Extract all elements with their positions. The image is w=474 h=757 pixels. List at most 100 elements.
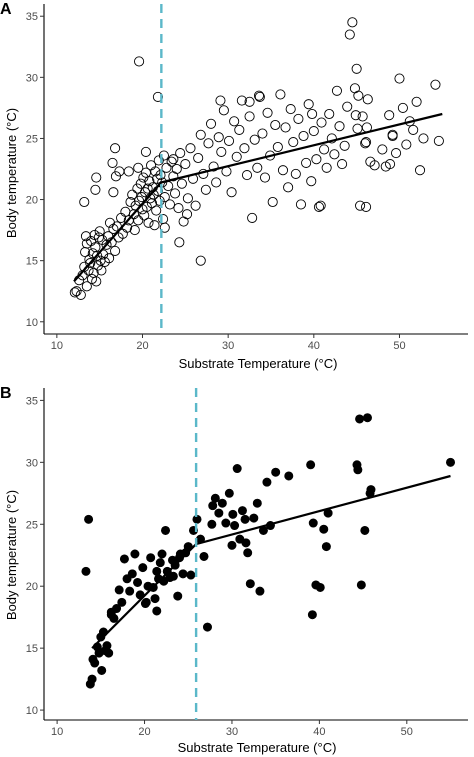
panel-a-x-axis-title: Substrate Temperature (°C) bbox=[179, 356, 338, 371]
panel-a-data-point bbox=[411, 96, 422, 107]
panel-a-data-point bbox=[239, 143, 250, 154]
panel-a-data-point bbox=[142, 183, 153, 194]
panel-a-x-tick-label: 50 bbox=[393, 340, 405, 352]
panel-a-data-point bbox=[362, 94, 373, 105]
panel-b-data-point bbox=[155, 558, 165, 568]
panel-a-data-point bbox=[138, 172, 149, 183]
panel-a-data-point bbox=[90, 242, 101, 253]
panel-a-data-point bbox=[236, 95, 247, 106]
panel-a-data-point bbox=[254, 91, 265, 102]
panel-a-y-tick-label: 25 bbox=[26, 133, 38, 145]
panel-a-data-point bbox=[414, 165, 426, 176]
panel-a-data-point bbox=[418, 133, 429, 144]
panel-a-data-point bbox=[96, 265, 107, 276]
panel-a-data-point bbox=[430, 79, 441, 90]
panel-a-data-point bbox=[205, 118, 217, 129]
panel-a-data-point bbox=[159, 222, 170, 233]
panel-a-data-point bbox=[164, 199, 175, 210]
panel-a-data-point bbox=[108, 187, 119, 198]
panel-a-data-point bbox=[401, 139, 412, 150]
panel-b-data-point bbox=[237, 506, 247, 516]
panel-b-data-point bbox=[173, 591, 183, 601]
panel-a-data-point bbox=[290, 168, 301, 179]
panel-a-data-point bbox=[182, 193, 193, 204]
panel-b-data-point bbox=[199, 551, 209, 561]
panel-b-x-tick-label: 10 bbox=[51, 726, 63, 738]
panel-a-data-point bbox=[306, 176, 317, 187]
panel-a-data-point bbox=[253, 90, 265, 101]
panel-a-data-point bbox=[94, 226, 105, 237]
panel-a-data-point bbox=[218, 105, 229, 116]
panel-a-data-point bbox=[149, 220, 160, 231]
panel-b-data-point bbox=[360, 525, 370, 535]
panel-a-data-point bbox=[397, 102, 408, 113]
panel-a-data-point bbox=[324, 108, 335, 120]
panel-a-data-point bbox=[190, 200, 201, 211]
panel-a-data-point bbox=[166, 156, 177, 167]
panel-a-data-point bbox=[173, 203, 184, 214]
panel-b-data-point bbox=[306, 460, 316, 470]
panel-a-data-point bbox=[140, 146, 151, 157]
panel-a-data-point bbox=[353, 90, 364, 101]
panel-b-data-point bbox=[308, 518, 318, 528]
panel-a-data-point bbox=[270, 119, 281, 131]
panel-a-data-point bbox=[107, 157, 118, 168]
panel-a-data-point bbox=[110, 143, 121, 154]
panel-b-data-point bbox=[243, 548, 253, 558]
panel-a-data-point bbox=[213, 132, 224, 143]
panel-b-data-point bbox=[138, 563, 148, 573]
panel-a-data-point bbox=[143, 217, 154, 228]
panel-a-y-tick-label: 30 bbox=[26, 72, 38, 84]
panel-a-data-point bbox=[347, 17, 358, 28]
panel-a-data-point bbox=[272, 141, 283, 153]
panel-a-data-point bbox=[75, 289, 86, 300]
panel-a-data-point bbox=[185, 143, 196, 154]
panel-a-data-point bbox=[216, 146, 227, 157]
panel-a-data-point bbox=[331, 85, 342, 96]
panel-b-y-axis-title: Body temperature (°C) bbox=[4, 490, 19, 620]
panel-a-data-point bbox=[158, 214, 169, 225]
panel-a-data-point bbox=[175, 148, 186, 159]
panel-a-data-point bbox=[200, 184, 211, 195]
panel-a-data-point bbox=[384, 110, 395, 121]
panel-b-y-tick-label: 30 bbox=[26, 457, 38, 469]
panel-b-data-point bbox=[230, 521, 240, 531]
panel-a-y-tick-label: 15 bbox=[26, 256, 38, 268]
panel-a-data-point bbox=[158, 150, 169, 161]
panel-b-data-point bbox=[141, 597, 151, 607]
panel-b-data-point bbox=[90, 658, 100, 668]
panel-a-data-point bbox=[211, 177, 222, 188]
panel-a-fit-line bbox=[73, 112, 443, 283]
panel-b-data-point bbox=[150, 594, 160, 604]
panel-a-data-point bbox=[133, 215, 144, 226]
panel-a-data-point bbox=[141, 201, 152, 212]
panel-b-y-tick-label: 10 bbox=[26, 705, 38, 717]
panel-a-data-point bbox=[387, 129, 398, 140]
panel-a-data-point bbox=[79, 196, 90, 208]
panel-a-data-point bbox=[293, 113, 304, 124]
panel-b-data-point bbox=[130, 549, 140, 559]
panel-a-data-point bbox=[339, 140, 350, 151]
panel-a-data-point bbox=[259, 172, 271, 183]
panel-a-data-point bbox=[377, 144, 388, 155]
panel-b-y-tick-label: 20 bbox=[26, 581, 38, 593]
panel-a-data-point bbox=[350, 110, 361, 121]
panel-b-data-point bbox=[114, 585, 124, 595]
panel-a-data-point bbox=[151, 205, 162, 216]
panel-b-data-point bbox=[446, 457, 456, 467]
panel-a-data-point bbox=[110, 245, 121, 256]
panel-a-data-point bbox=[357, 111, 368, 122]
panel-a-data-point bbox=[342, 101, 353, 112]
panel-b-data-point bbox=[84, 514, 94, 524]
panel-a-data-point bbox=[195, 255, 206, 266]
panel-a-data-point bbox=[129, 225, 140, 236]
panel-a-data-point bbox=[159, 192, 170, 203]
panel-a-data-point bbox=[277, 165, 289, 176]
panel-b-data-point bbox=[217, 498, 227, 508]
panel-a-data-point bbox=[319, 144, 330, 155]
panel-b-data-point bbox=[284, 471, 294, 481]
panel-a-data-point bbox=[308, 126, 319, 137]
panel-b-data-point bbox=[186, 570, 196, 580]
panel-b-data-point bbox=[353, 465, 363, 475]
panel-a-data-point bbox=[176, 178, 187, 189]
